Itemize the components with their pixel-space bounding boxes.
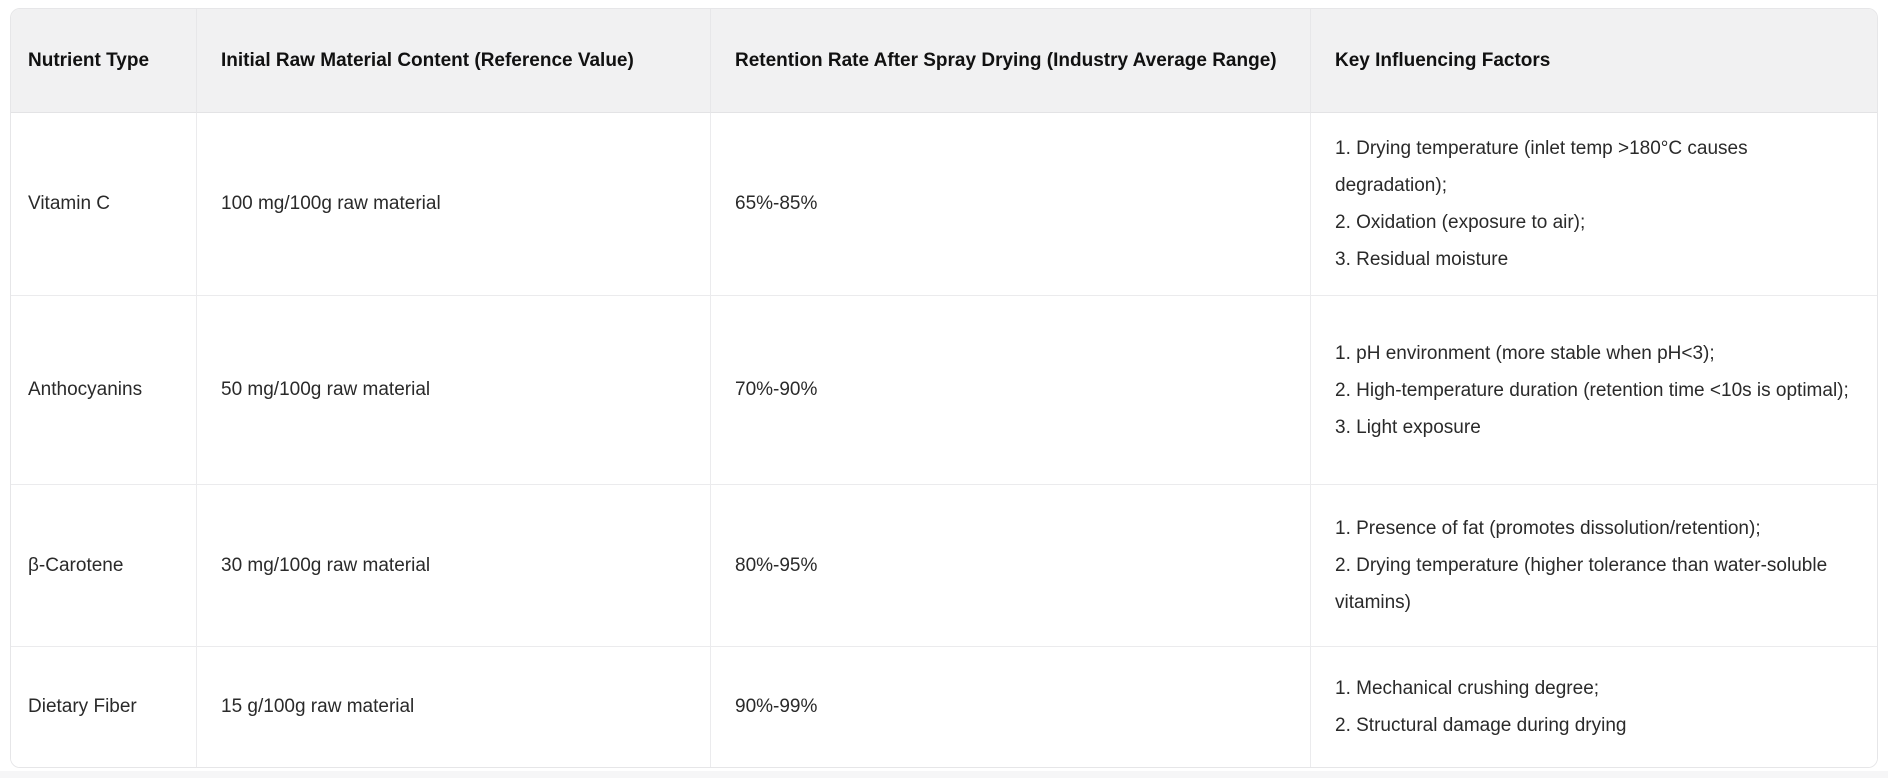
- cell-initial-content: 50 mg/100g raw material: [197, 296, 711, 485]
- cell-retention-rate: 80%-95%: [711, 485, 1311, 647]
- factor-line: 3. Light exposure: [1335, 416, 1481, 438]
- cell-nutrient-type: Anthocyanins: [11, 296, 197, 485]
- cell-initial-content: 15 g/100g raw material: [197, 647, 711, 767]
- cell-nutrient-type: Vitamin C: [11, 113, 197, 296]
- table-row: Dietary Fiber 15 g/100g raw material 90%-9…: [11, 647, 1877, 767]
- col-header-nutrient-type: Nutrient Type: [11, 9, 197, 113]
- col-header-initial-content: Initial Raw Material Content (Reference …: [197, 9, 711, 113]
- factor-line: 1. Mechanical crushing degree;: [1335, 678, 1600, 699]
- factor-line: 2. Structural damage during drying: [1335, 715, 1627, 736]
- factor-line: 1. pH environment (more stable when pH<3…: [1335, 342, 1715, 364]
- factor-line: 1. Drying temperature (inlet temp >180°C…: [1335, 138, 1748, 196]
- table-body: Vitamin C 100 mg/100g raw material 65%-85%…: [11, 113, 1877, 767]
- col-header-key-factors: Key Influencing Factors: [1311, 9, 1877, 113]
- header-row: Nutrient Type Initial Raw Material Conte…: [11, 9, 1877, 113]
- cell-key-factors: 1. Presence of fat (promotes dissolution…: [1311, 485, 1877, 647]
- factor-line: 1. Presence of fat (promotes dissolution…: [1335, 518, 1761, 539]
- nutrient-retention-table-container: Nutrient Type Initial Raw Material Conte…: [10, 8, 1878, 768]
- bottom-strip: [0, 771, 1888, 778]
- cell-initial-content: 30 mg/100g raw material: [197, 485, 711, 647]
- factor-line: 2. Oxidation (exposure to air);: [1335, 212, 1586, 233]
- cell-retention-rate: 70%-90%: [711, 296, 1311, 485]
- cell-initial-content: 100 mg/100g raw material: [197, 113, 711, 296]
- factor-line: 2. Drying temperature (higher tolerance …: [1335, 555, 1828, 613]
- table-row: β-Carotene 30 mg/100g raw material 80%-95%…: [11, 485, 1877, 647]
- cell-key-factors: 1. pH environment (more stable when pH<3…: [1311, 296, 1877, 485]
- factor-line: 3. Residual moisture: [1335, 249, 1509, 270]
- factor-line: 2. High-temperature duration (retention …: [1335, 379, 1849, 401]
- table-row: Vitamin C 100 mg/100g raw material 65%-85%…: [11, 113, 1877, 296]
- col-header-retention-rate: Retention Rate After Spray Drying (Indus…: [711, 9, 1311, 113]
- nutrient-retention-table: Nutrient Type Initial Raw Material Conte…: [11, 9, 1877, 767]
- cell-nutrient-type: β-Carotene: [11, 485, 197, 647]
- cell-key-factors: 1. Drying temperature (inlet temp >180°C…: [1311, 113, 1877, 296]
- table-row: Anthocyanins 50 mg/100g raw material 70%-9…: [11, 296, 1877, 485]
- cell-retention-rate: 90%-99%: [711, 647, 1311, 767]
- cell-key-factors: 1. Mechanical crushing degree; 2. Structu…: [1311, 647, 1877, 767]
- cell-retention-rate: 65%-85%: [711, 113, 1311, 296]
- cell-nutrient-type: Dietary Fiber: [11, 647, 197, 767]
